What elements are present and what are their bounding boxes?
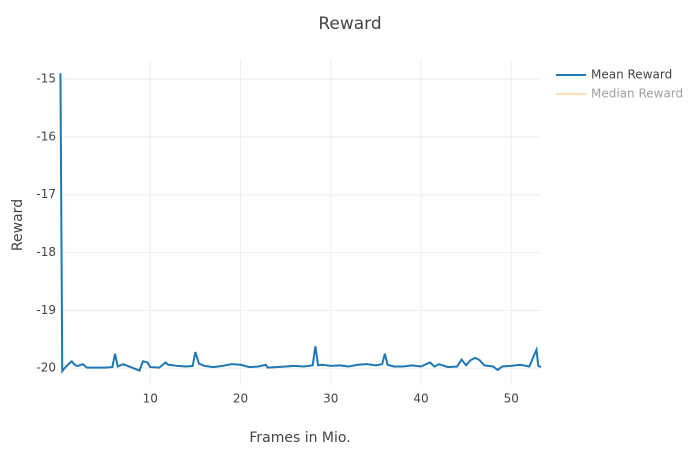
legend-label[interactable]: Median Reward xyxy=(591,87,683,101)
y-tick-label: -20 xyxy=(36,361,56,375)
y-tick-label: -15 xyxy=(36,72,56,86)
x-axis-label: Frames in Mio. xyxy=(249,430,350,446)
x-tick-label: 30 xyxy=(323,392,338,406)
y-tick-label: -17 xyxy=(36,187,56,201)
x-tick-label: 40 xyxy=(413,392,428,406)
x-tick-label: 10 xyxy=(143,392,158,406)
chart-title: Reward xyxy=(318,14,381,34)
x-tick-label: 50 xyxy=(504,392,519,406)
y-axis-label: Reward xyxy=(10,199,26,251)
x-tick-label: 20 xyxy=(233,392,248,406)
y-tick-label: -19 xyxy=(36,303,56,317)
y-tick-label: -16 xyxy=(36,129,56,143)
y-tick-label: -18 xyxy=(36,245,56,259)
data-line xyxy=(59,73,542,375)
legend-label[interactable]: Mean Reward xyxy=(591,68,672,82)
